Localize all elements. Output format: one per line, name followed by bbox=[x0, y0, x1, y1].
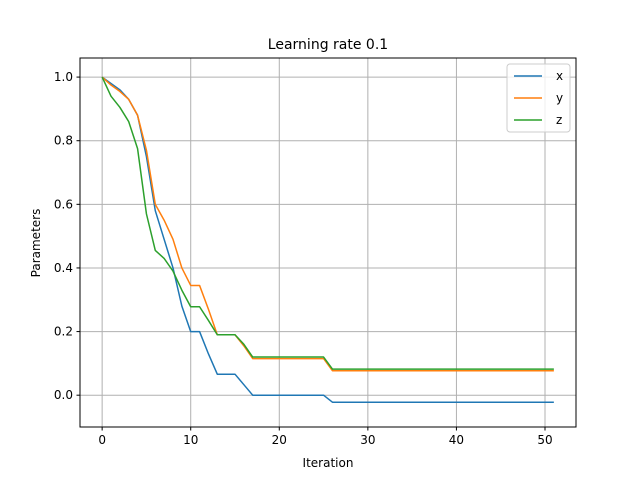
legend-label-z: z bbox=[556, 113, 562, 127]
y-tick-label: 1.0 bbox=[54, 70, 73, 84]
legend-label-x: x bbox=[556, 69, 563, 83]
y-tick-label: 0.8 bbox=[54, 134, 73, 148]
ticks: 0 10 20 30 40 50 0.0 0.2 0.4 0.6 0.8 1.0 bbox=[54, 70, 553, 447]
x-tick-label: 40 bbox=[449, 433, 464, 447]
series-line-y bbox=[101, 76, 554, 372]
x-tick-label: 20 bbox=[272, 433, 287, 447]
plot-frame bbox=[79, 57, 577, 428]
grid bbox=[80, 58, 576, 427]
y-tick-label: 0.0 bbox=[54, 388, 73, 402]
legend: xyz bbox=[506, 63, 571, 133]
x-axis-label: Iteration bbox=[303, 456, 354, 470]
legend-label-y: y bbox=[556, 91, 563, 105]
x-tick-label: 50 bbox=[537, 433, 552, 447]
x-tick-label: 10 bbox=[183, 433, 198, 447]
y-axis-label: Parameters bbox=[29, 209, 43, 278]
series-line-x bbox=[101, 76, 554, 403]
series-layer bbox=[101, 76, 554, 403]
chart-title: Learning rate 0.1 bbox=[268, 37, 388, 53]
x-tick-label: 30 bbox=[360, 433, 375, 447]
y-tick-label: 0.4 bbox=[54, 261, 73, 275]
x-tick-label: 0 bbox=[98, 433, 106, 447]
y-tick-label: 0.6 bbox=[54, 197, 73, 211]
y-tick-label: 0.2 bbox=[54, 325, 73, 339]
series-line-z bbox=[101, 76, 554, 370]
